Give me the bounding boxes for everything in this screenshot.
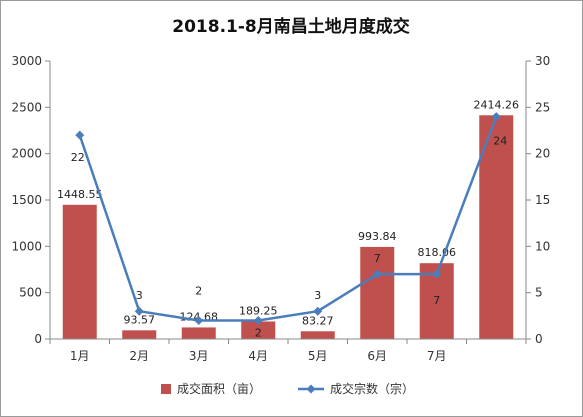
legend: 成交面积（亩） 成交宗数（宗） [161, 381, 414, 396]
left-tick-label: 2000 [11, 147, 42, 161]
line-data-label: 24 [493, 135, 507, 148]
line-marker [253, 315, 263, 325]
right-tick-label: 0 [535, 332, 543, 346]
bar [122, 330, 157, 339]
line-marker [491, 112, 501, 122]
line-data-label: 2 [195, 284, 202, 297]
line-marker [134, 306, 144, 316]
bar-data-label: 993.84 [358, 230, 397, 243]
bar-data-label: 93.57 [124, 313, 156, 326]
line-data-label: 22 [71, 151, 85, 164]
chart-title: 2018.1-8月南昌土地月度成交 [172, 16, 410, 37]
legend-line-marker [306, 384, 316, 394]
bar [241, 321, 276, 339]
x-tick-label: 5月 [308, 349, 328, 363]
legend-line-label: 成交宗数（宗） [330, 381, 414, 396]
line-data-label: 7 [374, 252, 381, 265]
right-tick-label: 5 [535, 286, 543, 300]
line-data-label: 3 [136, 289, 143, 302]
x-tick-label: 7月 [427, 349, 447, 363]
bar [300, 331, 335, 339]
right-tick-label: 20 [535, 147, 550, 161]
left-tick-label: 500 [19, 286, 42, 300]
x-tick-label: 4月 [248, 349, 268, 363]
line-series [75, 112, 501, 325]
bar [479, 115, 514, 340]
axes: 0 500 1000 1500 2000 2500 3000 0 5 10 15 20 25 30 1月 2月… [11, 54, 550, 363]
bar [62, 204, 97, 339]
x-tick-label: 1月 [70, 349, 90, 363]
x-tick-label: 6月 [367, 349, 387, 363]
right-tick-label: 10 [535, 239, 550, 253]
left-tick-label: 1000 [11, 239, 42, 253]
right-tick-label: 25 [535, 100, 550, 114]
line-marker [75, 130, 85, 140]
bar-series [62, 115, 514, 340]
line-data-label: 7 [433, 294, 440, 307]
line-marker [432, 269, 442, 279]
bar [181, 327, 216, 339]
line-marker [372, 269, 382, 279]
left-tick-label: 0 [34, 332, 42, 346]
right-tick-label: 15 [535, 193, 550, 207]
line-marker [313, 306, 323, 316]
line-marker [194, 315, 204, 325]
bar [360, 246, 395, 339]
series-line [78, 116, 498, 322]
left-tick-label: 1500 [11, 193, 42, 207]
x-tick-label: 3月 [189, 349, 209, 363]
line-data-label: 3 [314, 289, 321, 302]
bar-data-label: 1448.55 [57, 188, 103, 201]
left-tick-label: 3000 [11, 54, 42, 68]
legend-bar-swatch [161, 384, 171, 394]
bar-data-label: 818.06 [418, 246, 457, 259]
x-tick-label: 2月 [129, 349, 149, 363]
line-data-label: 2 [255, 326, 262, 339]
bar-data-label: 2414.26 [474, 98, 520, 111]
left-tick-label: 2500 [11, 100, 42, 114]
legend-bar-label: 成交面积（亩） [177, 381, 261, 396]
bar-data-label: 189.25 [239, 304, 278, 317]
right-tick-label: 30 [535, 54, 550, 68]
bar-data-label: 83.27 [302, 314, 334, 327]
